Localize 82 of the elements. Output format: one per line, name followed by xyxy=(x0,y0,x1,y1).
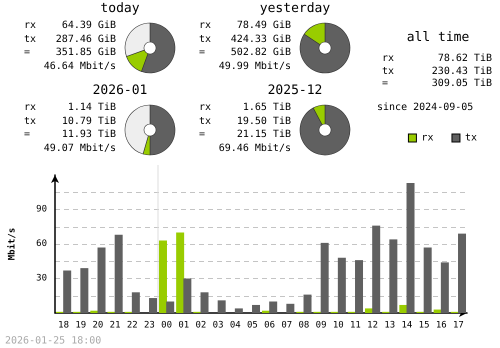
x-tick-label: 19 xyxy=(75,320,86,330)
bar xyxy=(176,232,184,313)
text: since 2024-09-05 xyxy=(377,102,474,113)
bar xyxy=(132,292,140,313)
bar xyxy=(166,302,174,313)
legend-label: tx xyxy=(464,132,478,144)
text: = 309.05 TiB xyxy=(382,78,492,89)
text: 49.99 Mbit/s xyxy=(218,60,291,72)
chart-title: 2025-12 xyxy=(268,83,322,98)
bar xyxy=(304,294,312,313)
bar xyxy=(406,183,415,313)
text: tx 230.43 TiB xyxy=(382,66,492,76)
text: 69.46 Mbit/s xyxy=(218,142,291,154)
bar xyxy=(218,300,226,313)
bar xyxy=(355,260,364,313)
x-tick-label: 15 xyxy=(418,320,430,330)
text: tx 287.46 GiB xyxy=(24,34,116,44)
x-tick-label: 16 xyxy=(436,320,447,330)
x-tick-label: 21 xyxy=(110,320,121,330)
bar xyxy=(183,278,192,313)
chart-title: today xyxy=(100,1,140,16)
x-tick-label: 03 xyxy=(212,320,224,330)
x-tick-label: 04 xyxy=(230,320,241,330)
text: 2026-01-25 18:00 xyxy=(5,336,102,346)
x-tick-label: 05 xyxy=(246,320,258,330)
text: rx 1.14 TiB xyxy=(24,102,116,113)
bar xyxy=(424,247,432,313)
bar xyxy=(114,234,123,313)
y-tick-label: 30 xyxy=(36,274,47,284)
text: tx 424.33 GiB xyxy=(199,34,291,44)
bar xyxy=(200,292,209,313)
text: tx 10.79 TiB xyxy=(24,116,116,126)
x-tick-label: 14 xyxy=(401,320,412,330)
text: = 502.82 GiB xyxy=(199,47,291,58)
x-tick-label: 18 xyxy=(58,320,70,330)
x-tick-label: 12 xyxy=(367,320,378,330)
bar xyxy=(372,226,380,313)
text: = 11.93 TiB xyxy=(24,129,116,140)
text: = 351.85 GiB xyxy=(24,47,116,58)
bar xyxy=(252,304,260,313)
chart-title: 2026-01 xyxy=(92,83,148,98)
bar xyxy=(149,298,158,313)
bar xyxy=(440,262,449,313)
text: rx 1.65 TiB xyxy=(199,102,291,113)
y-tick-label: 90 xyxy=(36,204,47,214)
bar xyxy=(320,242,329,313)
bar xyxy=(434,310,442,313)
x-tick-label: 07 xyxy=(281,320,292,330)
x-tick-label: 23 xyxy=(144,320,155,330)
x-tick-label: 20 xyxy=(92,320,104,330)
bar xyxy=(234,308,243,313)
x-tick-label: 13 xyxy=(384,320,396,330)
chart-title: yesterday xyxy=(260,1,330,16)
legend-label: rx xyxy=(421,132,434,144)
y-tick-label: 60 xyxy=(36,239,47,249)
bar xyxy=(63,270,72,313)
bar xyxy=(286,304,294,313)
text: rx 78.49 GiB xyxy=(199,20,291,31)
x-tick-label: 09 xyxy=(316,320,327,330)
text: all time xyxy=(406,30,470,45)
x-tick-label: 06 xyxy=(264,320,276,330)
x-tick-label: 01 xyxy=(178,320,190,330)
bar xyxy=(80,268,88,313)
text: 49.07 Mbit/s xyxy=(44,142,116,154)
x-tick-label: 00 xyxy=(161,320,172,330)
text: rx 78.62 TiB xyxy=(382,53,492,64)
x-tick-label: 10 xyxy=(332,320,344,330)
bar xyxy=(269,302,278,313)
text: tx 19.50 TiB xyxy=(199,116,291,126)
bar xyxy=(389,239,398,313)
bar xyxy=(98,247,106,313)
y-axis-title: Mbit/s xyxy=(6,228,18,260)
x-tick-label: 17 xyxy=(452,320,464,330)
x-tick-label: 08 xyxy=(298,320,310,330)
x-tick-label: 11 xyxy=(350,320,361,330)
bar xyxy=(158,240,167,313)
text: 46.64 Mbit/s xyxy=(44,60,116,72)
x-tick-label: 02 xyxy=(195,320,206,330)
text: rx 64.39 GiB xyxy=(24,20,116,31)
x-tick-label: 22 xyxy=(126,320,138,330)
bar xyxy=(338,258,346,313)
text: = 21.15 TiB xyxy=(199,129,291,140)
